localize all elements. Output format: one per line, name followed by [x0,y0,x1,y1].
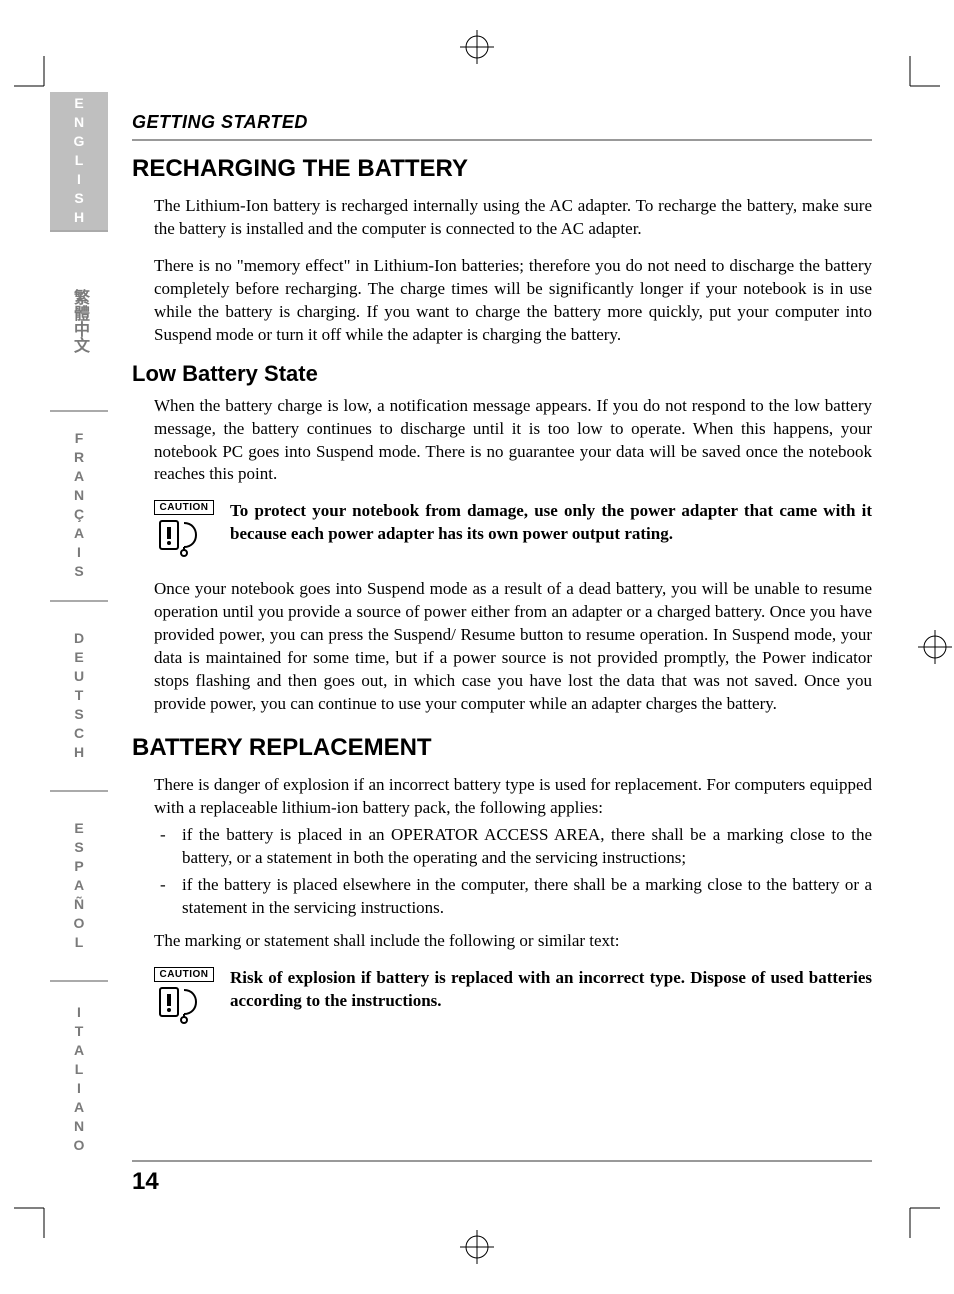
tab-italiano[interactable]: ITALIANO [50,982,108,1178]
heading-recharging: RECHARGING THE BATTERY [132,155,872,183]
caution-block: CAUTION Risk of explosion if battery is … [154,967,872,1029]
crop-mark-bl [14,1198,54,1238]
paragraph: The marking or statement shall include t… [154,930,872,953]
tab-espanol[interactable]: ESPAÑOL [50,792,108,982]
registration-mark-bottom [460,1230,494,1264]
caution-icon: CAUTION [154,967,214,1029]
tab-label: 繁體中文 [67,289,91,353]
paragraph: The Lithium-Ion battery is recharged int… [154,195,872,241]
caution-text: To protect your notebook from damage, us… [230,500,872,546]
tab-chinese[interactable]: 繁體中文 [50,232,108,412]
tab-francais[interactable]: FRANÇAIS [50,412,108,602]
paragraph: There is danger of explosion if an incor… [154,774,872,820]
bullet-list: if the battery is placed in an OPERATOR … [154,824,872,920]
tab-label: ENGLISH [71,95,87,228]
page-content: GETTING STARTED RECHARGING THE BATTERY T… [132,112,872,1045]
crop-mark-tr [900,56,940,96]
paragraph: There is no "memory effect" in Lithium-I… [154,255,872,347]
page-number: 14 [132,1168,872,1196]
tab-deutsch[interactable]: DEUTSCH [50,602,108,792]
paragraph: When the battery charge is low, a notifi… [154,395,872,487]
language-sidebar: ENGLISH 繁體中文 FRANÇAIS DEUTSCH ESPAÑOL IT… [50,92,108,1178]
tab-label: DEUTSCH [71,630,87,763]
tab-label: ESPAÑOL [71,820,87,953]
caution-text: Risk of explosion if battery is replaced… [230,967,872,1013]
tab-english[interactable]: ENGLISH [50,92,108,232]
registration-mark-top [460,30,494,64]
caution-label: CAUTION [154,500,214,515]
crop-mark-tl [14,56,54,96]
page-footer: 14 [132,1160,872,1196]
caution-icon: CAUTION [154,500,214,562]
list-item: if the battery is placed elsewhere in th… [154,874,872,920]
list-item: if the battery is placed in an OPERATOR … [154,824,872,870]
tab-label: ITALIANO [71,1004,87,1156]
heading-low-battery: Low Battery State [132,361,872,387]
tab-label: FRANÇAIS [71,430,87,582]
running-head: GETTING STARTED [132,112,872,141]
caution-label: CAUTION [154,967,214,982]
caution-block: CAUTION To protect your notebook from da… [154,500,872,562]
paragraph: Once your notebook goes into Suspend mod… [154,578,872,716]
registration-mark-right [918,630,952,664]
heading-replacement: BATTERY REPLACEMENT [132,734,872,762]
crop-mark-br [900,1198,940,1238]
